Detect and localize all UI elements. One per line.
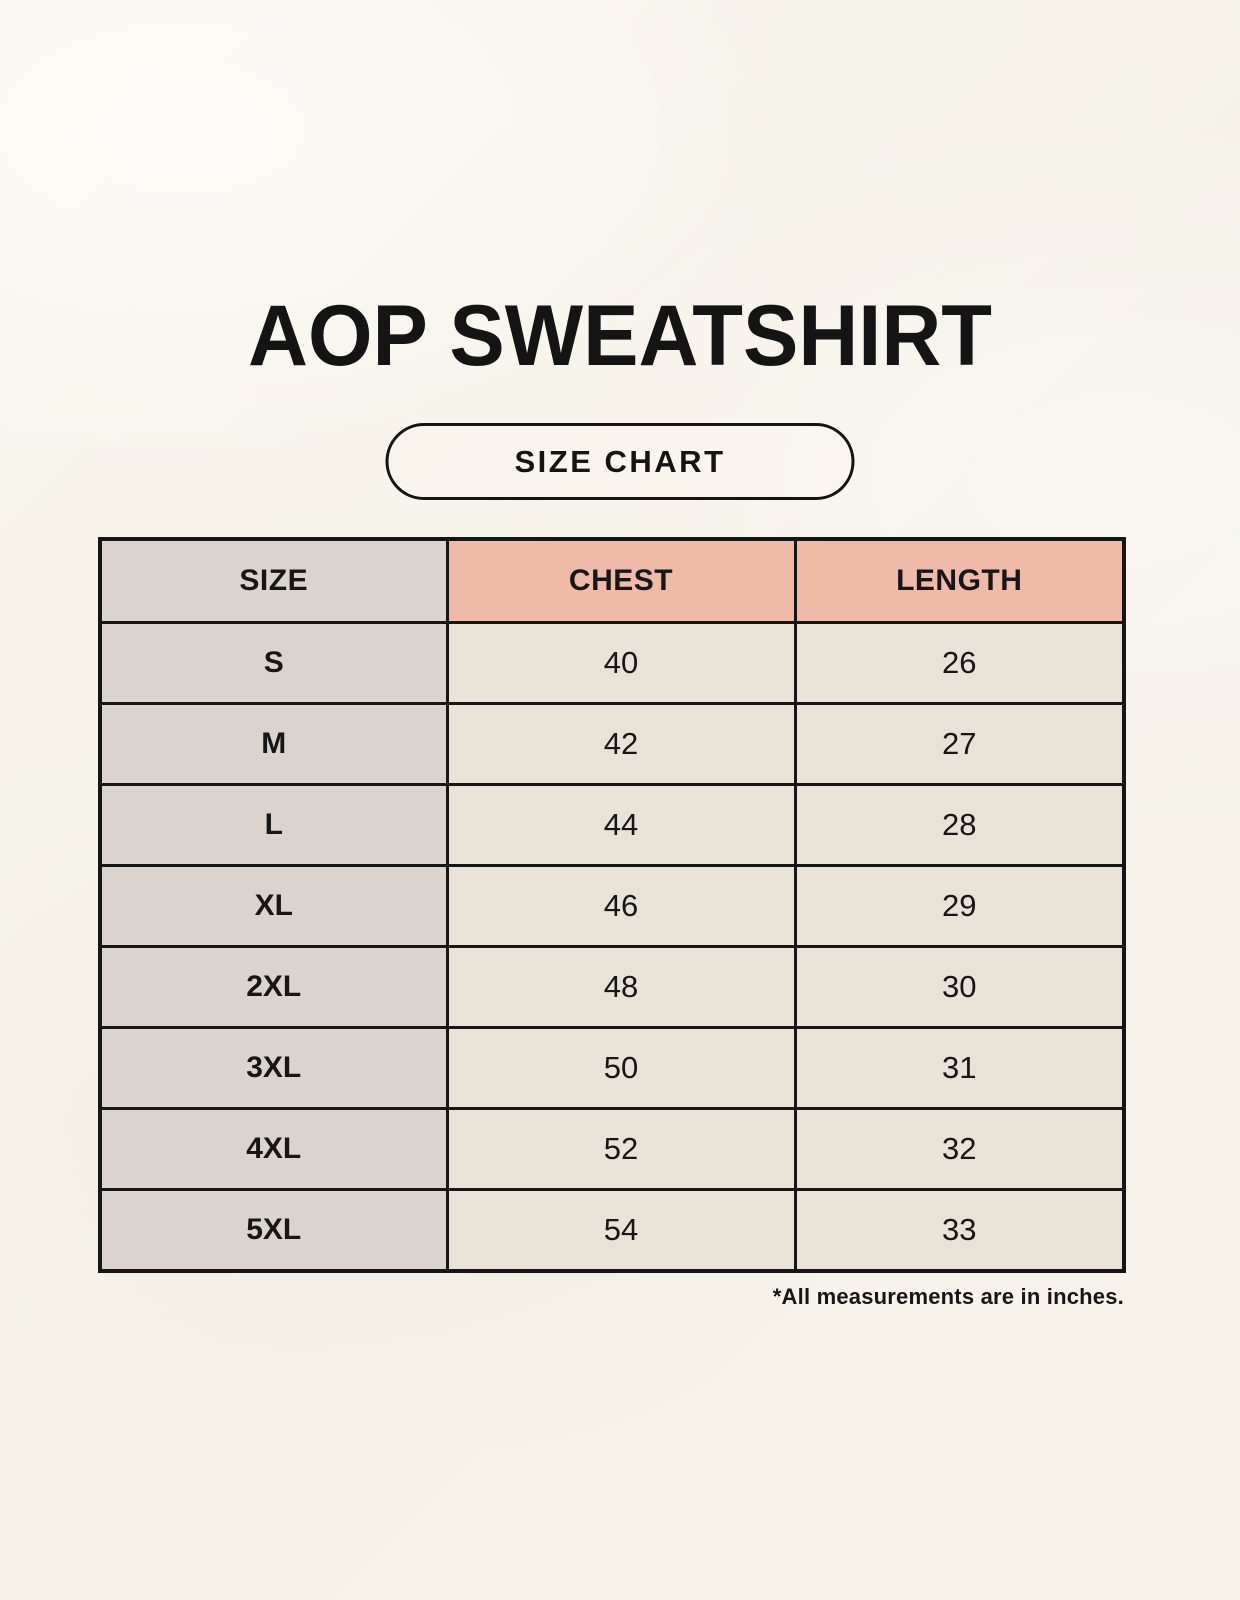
size-cell: S	[98, 621, 449, 705]
column-header-length: LENGTH	[793, 537, 1126, 624]
table-row: 4XL 52 32	[98, 1107, 1126, 1191]
size-chart-table: SIZE CHEST LENGTH S 40 26 M 42 27 L 44 2…	[98, 537, 1126, 1273]
table-row: L 44 28	[98, 783, 1126, 867]
column-header-chest: CHEST	[445, 537, 797, 624]
table-row: 2XL 48 30	[98, 945, 1126, 1029]
length-cell: 33	[793, 1188, 1126, 1272]
length-cell: 30	[793, 945, 1126, 1029]
chest-cell: 44	[445, 783, 797, 867]
table-row: 5XL 54 33	[98, 1188, 1126, 1272]
size-cell: 5XL	[98, 1188, 449, 1272]
chest-cell: 54	[445, 1188, 797, 1272]
size-chart-badge-label: SIZE CHART	[514, 443, 726, 479]
table-header-row: SIZE CHEST LENGTH	[98, 537, 1126, 624]
chest-cell: 46	[445, 864, 797, 948]
size-cell: M	[98, 702, 449, 786]
chest-cell: 52	[445, 1107, 797, 1191]
table-row: M 42 27	[98, 702, 1126, 786]
length-cell: 27	[793, 702, 1126, 786]
chest-cell: 40	[445, 621, 797, 705]
length-cell: 32	[793, 1107, 1126, 1191]
size-cell: XL	[98, 864, 449, 948]
size-cell: L	[98, 783, 449, 867]
page-title: AOP SWEATSHIRT	[248, 287, 992, 384]
footnote: *All measurements are in inches.	[772, 1284, 1124, 1309]
length-cell: 26	[793, 621, 1126, 705]
table-row: S 40 26	[98, 621, 1126, 705]
size-cell: 4XL	[98, 1107, 449, 1191]
length-cell: 29	[793, 864, 1126, 948]
length-cell: 28	[793, 783, 1126, 867]
size-cell: 3XL	[98, 1026, 449, 1110]
size-cell: 2XL	[98, 945, 449, 1029]
chest-cell: 50	[445, 1026, 797, 1110]
column-header-size: SIZE	[98, 537, 449, 624]
length-cell: 31	[793, 1026, 1126, 1110]
table-row: 3XL 50 31	[98, 1026, 1126, 1110]
table-row: XL 46 29	[98, 864, 1126, 948]
size-chart-badge: SIZE CHART	[385, 423, 855, 500]
chest-cell: 42	[445, 702, 797, 786]
chest-cell: 48	[445, 945, 797, 1029]
